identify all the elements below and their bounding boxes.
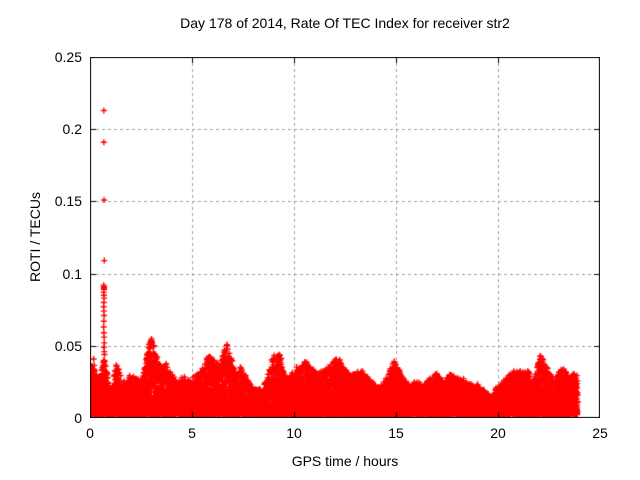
x-tick-label-5: 5	[188, 425, 196, 441]
y-tick-label-0: 0	[74, 410, 82, 426]
y-tick-label-0.2: 0.2	[62, 121, 82, 138]
x-axis-label: GPS time / hours	[291, 453, 399, 469]
x-tick-label-25: 25	[592, 425, 608, 441]
y-tick-label-0.05: 0.05	[54, 337, 82, 354]
y-axis-label: ROTI / TECUs	[27, 192, 43, 283]
plot-canvas	[90, 57, 600, 418]
x-tick-label-10: 10	[286, 425, 302, 441]
y-tick-label-0.1: 0.1	[62, 265, 82, 282]
y-tick-label-0.25: 0.25	[54, 49, 82, 65]
x-tick-label-15: 15	[388, 425, 404, 441]
x-tick-label-20: 20	[490, 425, 506, 441]
y-tick-label-0.15: 0.15	[54, 193, 82, 210]
x-tick-label-0: 0	[86, 425, 94, 441]
chart-title: Day 178 of 2014, Rate Of TEC Index for r…	[180, 15, 510, 31]
